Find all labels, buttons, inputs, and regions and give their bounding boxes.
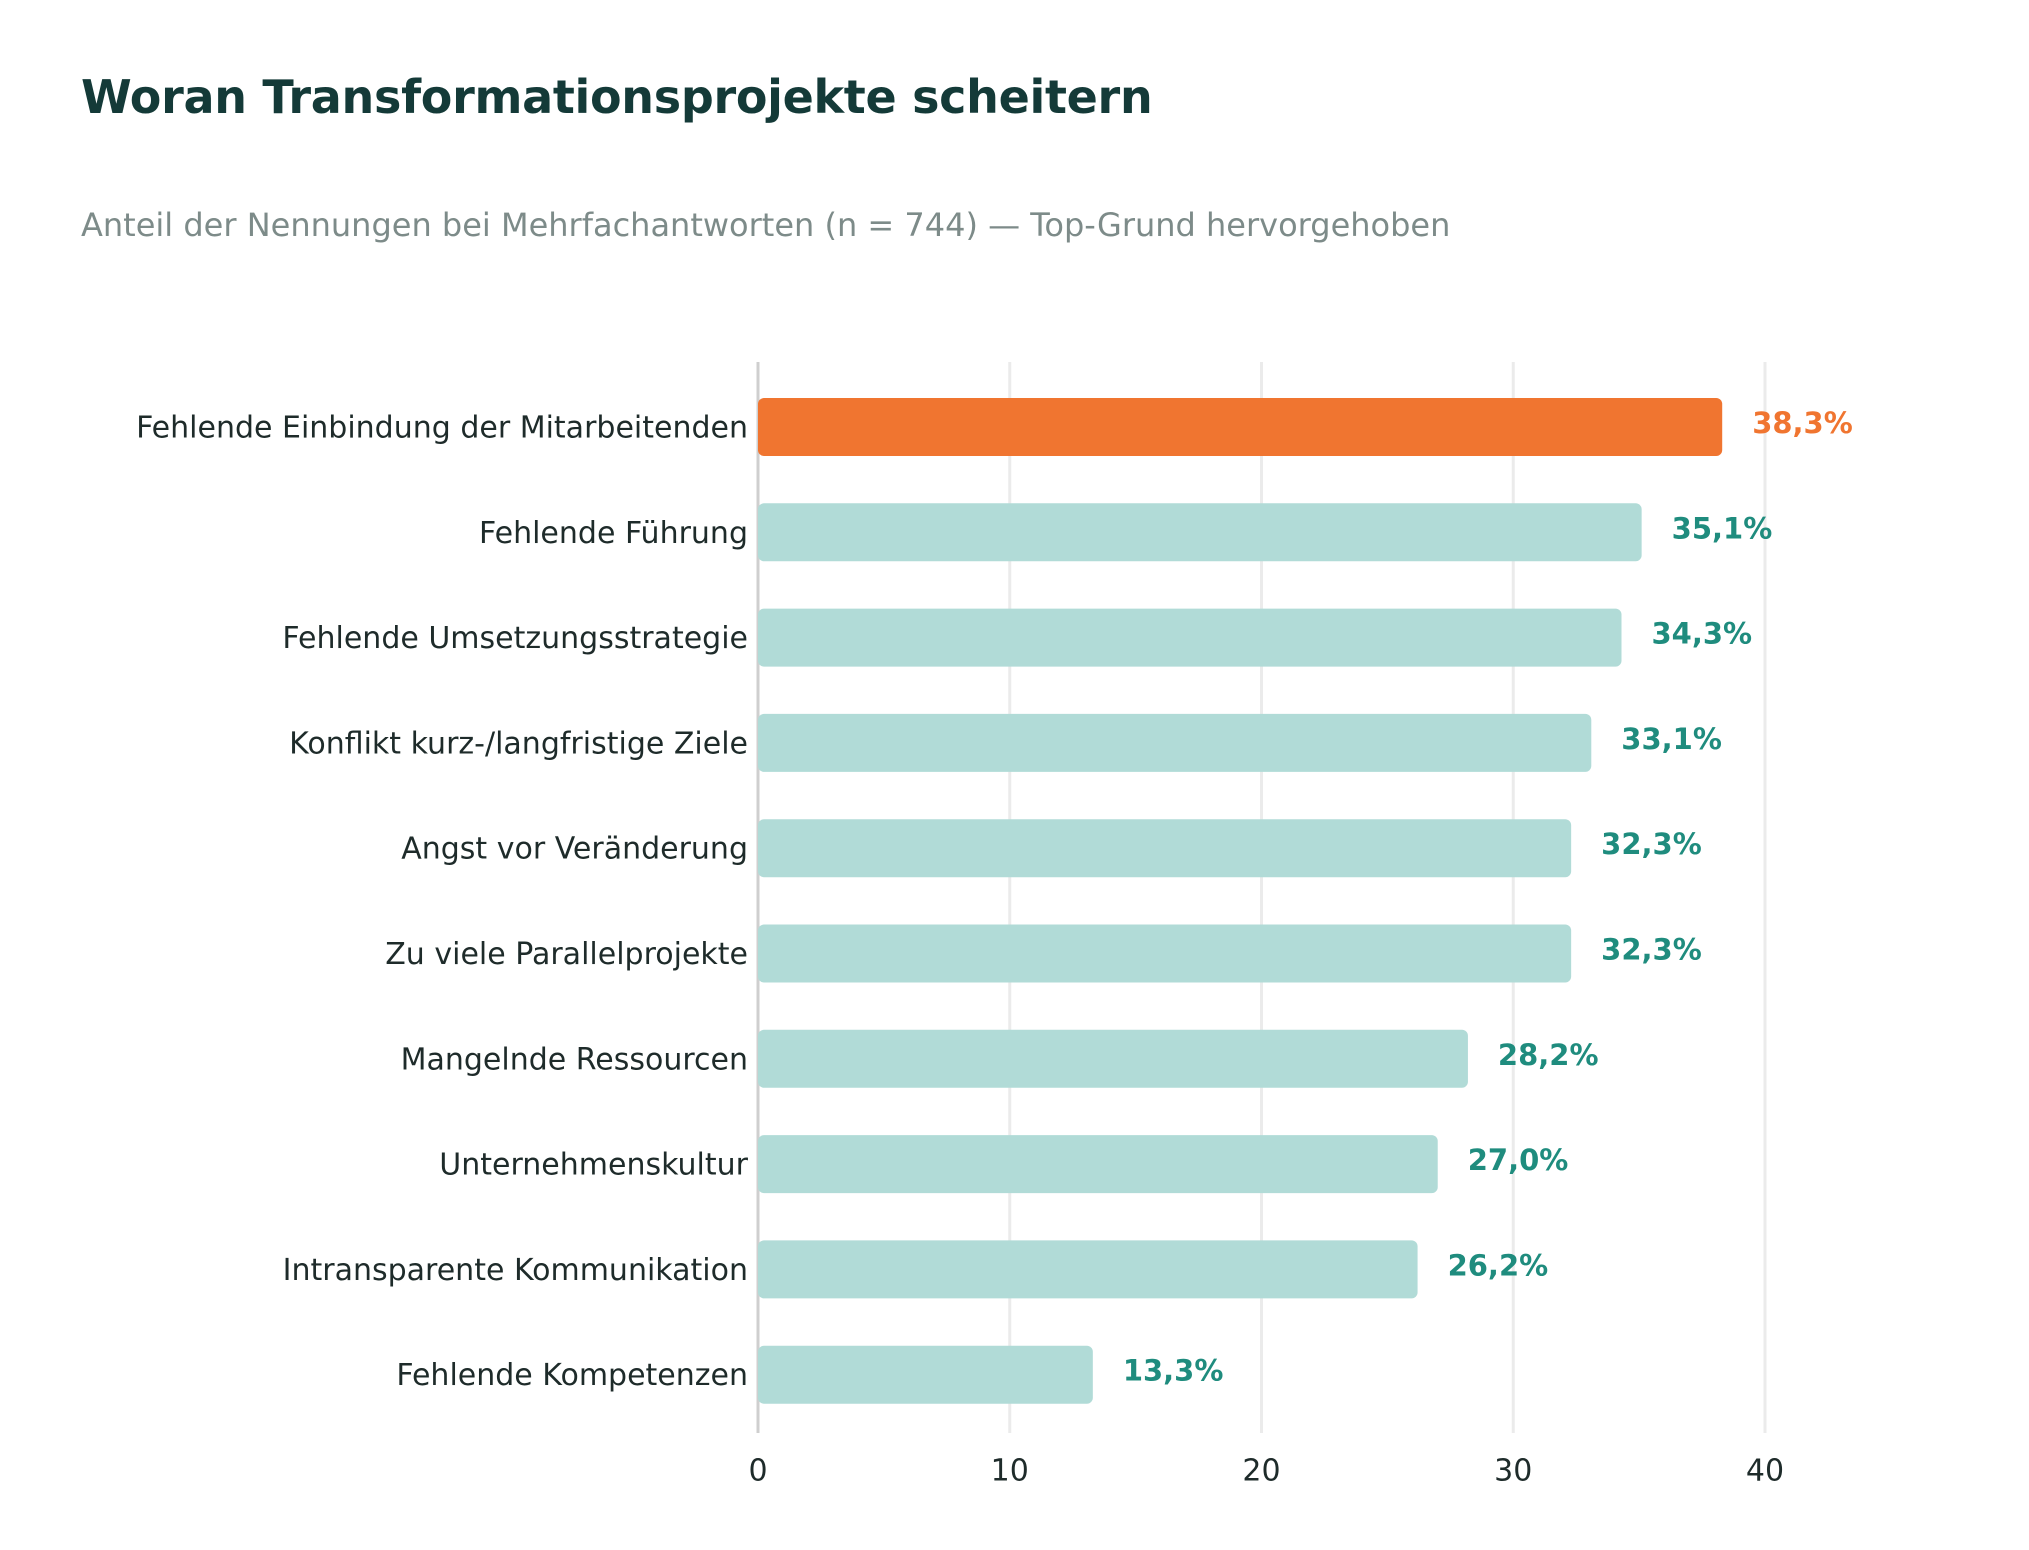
category-label: Konflikt kurz-/langfristige Ziele bbox=[289, 726, 748, 761]
value-label: 33,1% bbox=[1621, 722, 1722, 756]
value-label: 26,2% bbox=[1448, 1248, 1549, 1282]
value-label: 32,3% bbox=[1601, 933, 1702, 967]
category-labels: Fehlende Einbindung der Mitarbeitenden Fe… bbox=[136, 411, 749, 1394]
value-label: 35,1% bbox=[1672, 511, 1773, 545]
chart-title: Woran Transformationsprojekte scheitern bbox=[81, 70, 1153, 124]
category-label: Fehlende Führung bbox=[479, 516, 748, 551]
value-labels: 38,3% 35,1% 34,3% 33,1% 32,3% 32,3% 28,2% 27,0%… bbox=[1123, 406, 1853, 1388]
value-label: 27,0% bbox=[1468, 1143, 1569, 1177]
x-axis-ticks: 0 10 20 30 40 bbox=[748, 1454, 1784, 1489]
value-label-highlighted: 38,3% bbox=[1752, 406, 1853, 440]
bar bbox=[758, 924, 1572, 983]
bar bbox=[758, 819, 1572, 878]
bar bbox=[758, 1240, 1418, 1299]
bar-highlighted bbox=[758, 398, 1723, 456]
category-label: Angst vor Veränderung bbox=[401, 832, 748, 867]
value-label: 32,3% bbox=[1601, 827, 1702, 861]
chart-subtitle: Anteil der Nennungen bei Mehrfachantwort… bbox=[81, 206, 1451, 244]
bars bbox=[758, 398, 1723, 1404]
category-label: Fehlende Einbindung der Mitarbeitenden bbox=[136, 411, 748, 446]
category-label: Unternehmenskultur bbox=[439, 1148, 748, 1183]
x-tick-label: 0 bbox=[748, 1454, 767, 1489]
category-label: Mangelnde Ressourcen bbox=[401, 1042, 748, 1077]
value-label: 28,2% bbox=[1498, 1038, 1599, 1072]
bar bbox=[758, 503, 1642, 562]
x-tick-label: 20 bbox=[1242, 1454, 1280, 1489]
x-tick-label: 10 bbox=[991, 1454, 1029, 1489]
category-label: Fehlende Umsetzungsstrategie bbox=[282, 621, 748, 656]
category-label: Zu viele Parallelprojekte bbox=[385, 937, 748, 972]
x-tick-label: 40 bbox=[1746, 1454, 1784, 1489]
value-label: 13,3% bbox=[1123, 1354, 1224, 1388]
bar bbox=[758, 608, 1622, 667]
bar bbox=[758, 1029, 1468, 1088]
bar bbox=[758, 1345, 1093, 1404]
category-label: Fehlende Kompetenzen bbox=[396, 1358, 748, 1393]
category-label: Intransparente Kommunikation bbox=[283, 1253, 748, 1288]
bar bbox=[758, 1135, 1438, 1194]
x-tick-label: 30 bbox=[1494, 1454, 1532, 1489]
value-label: 34,3% bbox=[1652, 617, 1753, 651]
bar bbox=[758, 713, 1592, 772]
